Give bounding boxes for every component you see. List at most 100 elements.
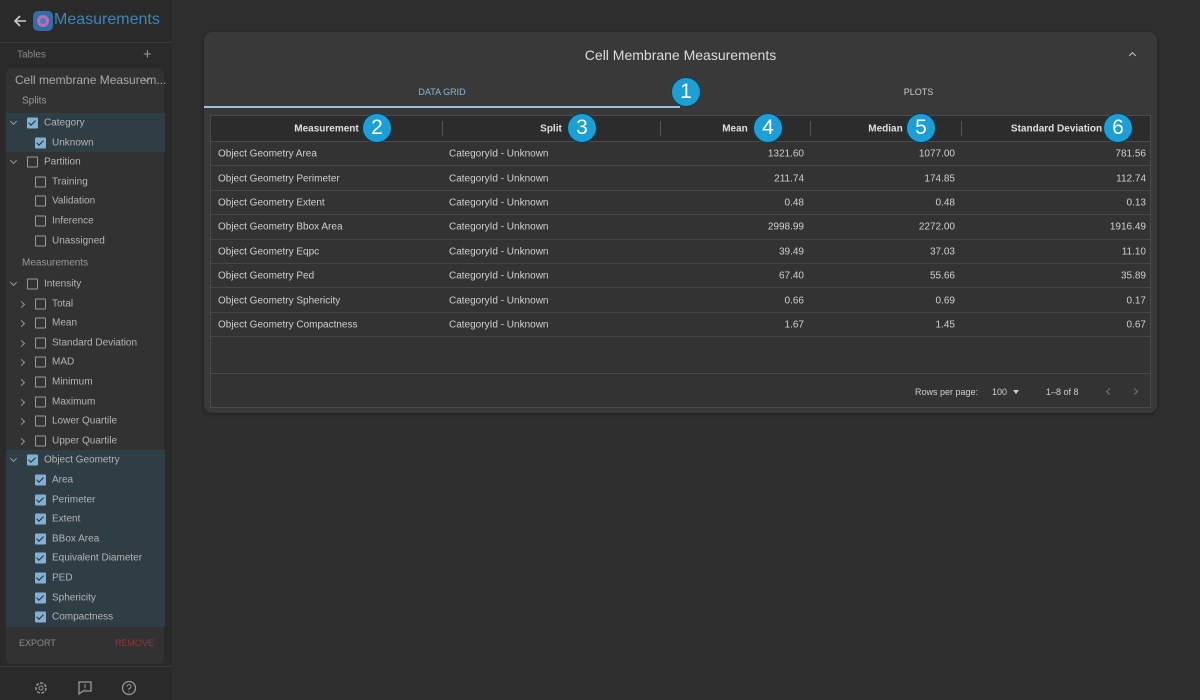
checkbox[interactable] bbox=[35, 533, 46, 545]
section-label: Tables bbox=[17, 49, 46, 61]
grid-cell: 174.85 bbox=[924, 173, 955, 185]
tree-item[interactable]: Inference bbox=[52, 215, 94, 227]
column-separator bbox=[810, 121, 811, 136]
tree-item[interactable]: PED bbox=[52, 572, 73, 584]
tree-item[interactable]: Partition bbox=[44, 156, 81, 168]
checkbox[interactable] bbox=[35, 513, 46, 525]
tree-item[interactable]: Perimeter bbox=[52, 494, 96, 506]
tree-item[interactable]: Area bbox=[52, 474, 74, 486]
checkbox[interactable] bbox=[35, 356, 46, 368]
tree-item[interactable]: Total bbox=[52, 298, 74, 310]
checkbox[interactable] bbox=[27, 454, 38, 466]
app-icon bbox=[33, 11, 53, 31]
callout-badge: 6 bbox=[1103, 113, 1133, 143]
tree-item[interactable]: Maximum bbox=[52, 396, 96, 408]
table-name[interactable]: Cell membrane Measurem... bbox=[15, 73, 167, 87]
rows-per-page-select[interactable]: 100 bbox=[992, 387, 1008, 397]
tree-item[interactable]: Training bbox=[52, 176, 88, 188]
checkbox[interactable] bbox=[35, 592, 46, 604]
grid-cell: 0.17 bbox=[1126, 295, 1146, 307]
tree-item[interactable]: Equivalent Diameter bbox=[52, 552, 143, 564]
grid-cell: Object Geometry Extent bbox=[218, 197, 325, 209]
tree-item[interactable]: Extent bbox=[52, 513, 81, 525]
grid-cell: CategoryId - Unknown bbox=[449, 197, 549, 209]
tree-item[interactable]: MAD bbox=[52, 356, 75, 368]
tree-item[interactable]: Compactness bbox=[52, 611, 114, 623]
previous-page[interactable] bbox=[1105, 387, 1114, 396]
tree-item[interactable]: Mean bbox=[52, 317, 78, 329]
help-button[interactable] bbox=[121, 680, 137, 696]
back-button[interactable] bbox=[12, 14, 28, 28]
column-header[interactable]: Median bbox=[868, 123, 903, 135]
grid-cell: 112.74 bbox=[1116, 173, 1146, 185]
column-header[interactable]: Split bbox=[540, 123, 562, 135]
tree-item[interactable]: Unknown bbox=[52, 137, 94, 149]
checkbox[interactable] bbox=[27, 278, 38, 290]
grid-row bbox=[211, 215, 1150, 240]
selected-group bbox=[6, 450, 165, 627]
grid-cell: CategoryId - Unknown bbox=[449, 319, 549, 331]
tab[interactable]: DATA GRID bbox=[418, 87, 466, 97]
checkbox[interactable] bbox=[35, 474, 46, 486]
column-header[interactable]: Mean bbox=[722, 123, 748, 135]
tab-indicator bbox=[204, 106, 680, 108]
checkbox[interactable] bbox=[35, 176, 46, 188]
callout-badge: 2 bbox=[362, 113, 392, 143]
tree-item[interactable]: Minimum bbox=[52, 376, 93, 388]
footer-divider bbox=[211, 373, 1150, 374]
tree-item[interactable]: Unassigned bbox=[52, 235, 105, 247]
checkbox[interactable] bbox=[27, 117, 38, 129]
grid-cell: Object Geometry Ped bbox=[218, 270, 315, 282]
tree-item[interactable]: Upper Quartile bbox=[52, 435, 118, 447]
grid-cell: Object Geometry Bbox Area bbox=[218, 221, 343, 233]
grid-cell: 781.56 bbox=[1115, 148, 1146, 160]
tree-item[interactable]: Category bbox=[44, 117, 85, 129]
checkbox[interactable] bbox=[35, 435, 46, 447]
checkbox[interactable] bbox=[35, 235, 46, 247]
checkbox[interactable] bbox=[35, 298, 46, 310]
checkbox[interactable] bbox=[35, 376, 46, 388]
grid-row bbox=[211, 166, 1150, 191]
data-grid: Measurement Split Mean Median Standard Devia… bbox=[210, 115, 1151, 408]
checkbox[interactable] bbox=[35, 137, 46, 149]
checkbox[interactable] bbox=[35, 415, 46, 427]
checkbox[interactable] bbox=[35, 317, 46, 329]
checkbox[interactable] bbox=[35, 337, 46, 349]
next-page[interactable] bbox=[1130, 387, 1139, 396]
column-header[interactable]: Measurement bbox=[294, 123, 359, 135]
grid-cell: 2272.00 bbox=[918, 221, 955, 233]
grid-row bbox=[211, 142, 1150, 167]
checkbox[interactable] bbox=[35, 572, 46, 584]
pagination-range: 1–8 of 8 bbox=[1046, 387, 1079, 397]
dropdown-arrow[interactable] bbox=[1013, 390, 1019, 394]
grid-row bbox=[211, 240, 1150, 264]
tree-item[interactable]: Object Geometry bbox=[44, 454, 120, 466]
feedback-button[interactable] bbox=[77, 680, 93, 696]
checkbox[interactable] bbox=[35, 195, 46, 207]
panel-title: Cell Membrane Measurements bbox=[584, 47, 777, 63]
tree-item[interactable]: Lower Quartile bbox=[52, 415, 118, 427]
tab[interactable]: PLOTS bbox=[903, 87, 934, 97]
checkbox[interactable] bbox=[35, 215, 46, 227]
add-table-button[interactable]: + bbox=[143, 46, 152, 63]
grid-cell: 0.48 bbox=[784, 197, 804, 209]
settings-button[interactable] bbox=[33, 680, 49, 696]
remove-button[interactable]: REMOVE bbox=[115, 638, 155, 648]
checkbox[interactable] bbox=[35, 552, 46, 564]
tree-item[interactable]: Validation bbox=[52, 195, 96, 207]
tree-item[interactable]: Intensity bbox=[44, 278, 82, 290]
divider bbox=[0, 666, 172, 667]
checkbox[interactable] bbox=[27, 156, 38, 168]
checkbox[interactable] bbox=[35, 396, 46, 408]
column-header[interactable]: Standard Deviation bbox=[1010, 123, 1103, 135]
tree-item[interactable]: BBox Area bbox=[52, 533, 100, 545]
checkbox[interactable] bbox=[35, 611, 46, 623]
grid-row bbox=[211, 288, 1150, 313]
tree-item[interactable]: Sphericity bbox=[52, 592, 96, 604]
tree-item[interactable]: Standard Deviation bbox=[52, 337, 138, 349]
checkbox[interactable] bbox=[35, 494, 46, 506]
grid-cell: 0.66 bbox=[784, 295, 804, 307]
export-button[interactable]: EXPORT bbox=[19, 638, 56, 648]
callout-badge: 1 bbox=[671, 77, 701, 107]
grid-cell: CategoryId - Unknown bbox=[449, 148, 549, 160]
